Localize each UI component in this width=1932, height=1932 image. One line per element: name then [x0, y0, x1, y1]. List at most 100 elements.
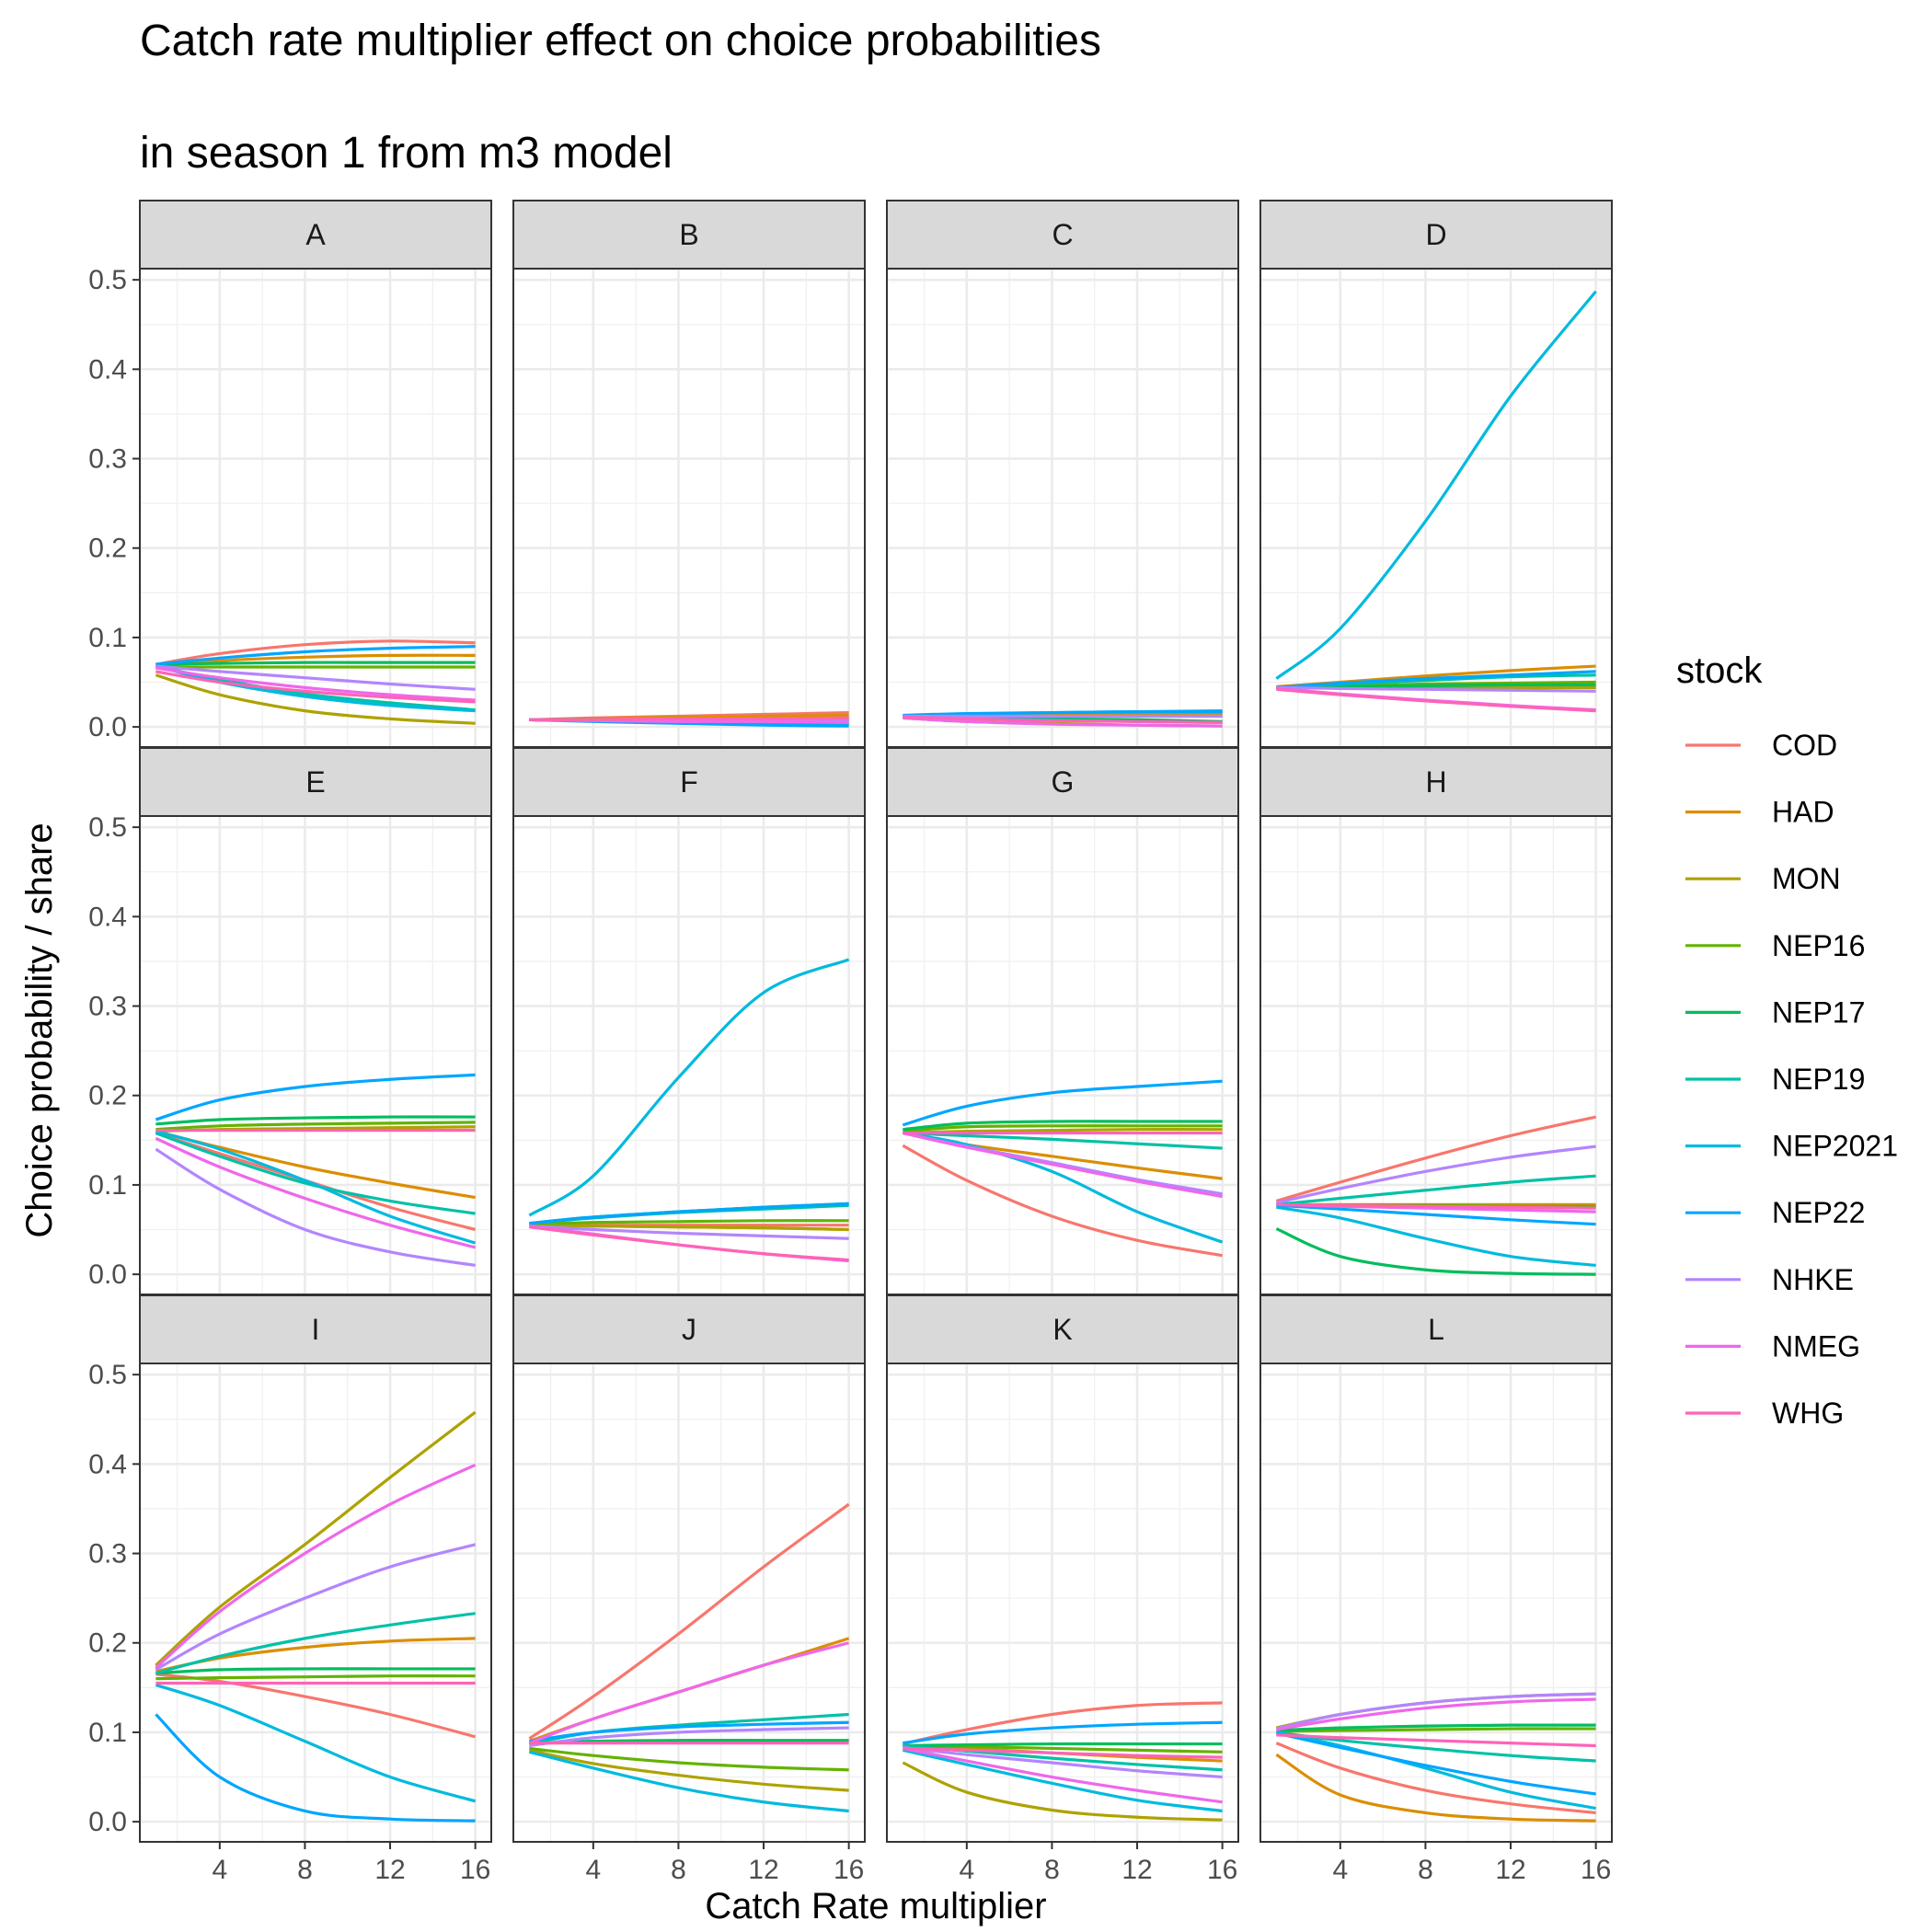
series-line-nep22 [902, 1079, 1223, 1127]
legend-item-cod: COD [1685, 729, 1837, 762]
legend-item-nep16: NEP16 [1685, 929, 1865, 962]
series-lines [155, 639, 476, 725]
x-axis-title: Catch Rate multiplier [705, 1886, 1046, 1926]
series-line-nep22 [529, 1720, 849, 1743]
facet-strip [1259, 1294, 1613, 1364]
x-tick-label: 16 [460, 1855, 490, 1885]
facet-strip [139, 1294, 492, 1364]
series-lines [1275, 1692, 1596, 1823]
series-line-mon [529, 1224, 849, 1232]
series-lines [529, 710, 849, 728]
series-lines [528, 1502, 850, 1813]
legend: stock COD HAD MON NEP16 NEP17 NEP19 NEP2021 NEP… [1676, 650, 1898, 1430]
series-lines [528, 958, 850, 1263]
series-line-nep2021 [1275, 290, 1597, 680]
series-line-cod [1275, 1742, 1596, 1815]
series-line-nmeg [903, 716, 1223, 728]
facet-strip [512, 747, 866, 817]
panel-background [140, 1363, 491, 1842]
facet-strip [886, 200, 1239, 270]
x-tick-label: 12 [748, 1855, 778, 1885]
series-line-nep17 [155, 1667, 476, 1675]
legend-label: COD [1772, 729, 1837, 762]
panel-background [887, 1363, 1238, 1842]
y-tick-label: 0.3 [88, 1539, 127, 1570]
series-line-nep19 [903, 1131, 1223, 1150]
facet-strip-label: L [1428, 1313, 1444, 1346]
series-line-nep17 [155, 1115, 476, 1126]
facet-strip [512, 200, 866, 270]
series-line-nep19 [155, 1132, 476, 1215]
facet-strip [886, 1294, 1239, 1364]
x-tick-label: 12 [1121, 1855, 1152, 1885]
facet-strip [1259, 747, 1613, 817]
y-tick-label: 0.5 [88, 265, 127, 295]
x-tick-label: 4 [212, 1855, 227, 1885]
x-tick-label: 4 [585, 1855, 601, 1885]
facet-strip-label: K [1052, 1313, 1072, 1346]
chart-title-line2: in season 1 from m3 model [140, 129, 673, 178]
series-line-nhke [1276, 685, 1596, 693]
legend-item-nep22: NEP22 [1685, 1196, 1865, 1229]
gridlines [513, 269, 865, 747]
gridlines [1260, 1363, 1612, 1842]
series-line-nhke [903, 1745, 1223, 1779]
legend-item-nep2021: NEP2021 [1685, 1130, 1898, 1163]
facet-strip-label: C [1052, 218, 1073, 251]
series-line-cod [903, 1701, 1223, 1746]
panel-background [513, 269, 865, 747]
x-tick-label: 16 [834, 1855, 864, 1885]
gridlines [513, 1363, 865, 1842]
series-line-nep22 [1276, 1731, 1596, 1796]
series-line-whg [529, 716, 849, 722]
y-tick-label: 0.1 [88, 1170, 127, 1201]
legend-label: NEP22 [1772, 1196, 1865, 1229]
legend-item-nmeg: NMEG [1685, 1329, 1860, 1363]
series-lines [1275, 290, 1597, 713]
series-line-whg [1276, 1733, 1596, 1748]
series-line-nep2021 [155, 1130, 477, 1245]
legend-label: NHKE [1772, 1263, 1854, 1296]
legend-item-mon: MON [1685, 862, 1841, 895]
series-line-nep19 [1276, 1174, 1596, 1206]
series-line-nhke [155, 664, 476, 691]
y-tick-label: 0.2 [88, 534, 127, 564]
series-line-nmeg [903, 1746, 1223, 1804]
series-lines [155, 1410, 477, 1823]
facet-strip [139, 747, 492, 817]
series-line-nmeg [528, 1641, 850, 1745]
legend-label: HAD [1772, 796, 1834, 829]
facet-strip [886, 747, 1239, 817]
y-axis-title: Choice probability / share [19, 822, 60, 1237]
series-line-whg [529, 1225, 849, 1262]
gridlines [140, 1363, 491, 1842]
y-tick-label: 0.3 [88, 992, 127, 1022]
facet-strip-label: I [312, 1313, 320, 1346]
series-line-nep22 [155, 645, 476, 666]
series-line-nep22 [529, 1202, 849, 1225]
legend-label: MON [1772, 862, 1841, 895]
series-line-nep17 [903, 1120, 1223, 1132]
series-line-nep17 [155, 661, 476, 666]
series-line-nmeg [155, 666, 476, 702]
gridlines [140, 816, 491, 1294]
panel-background [887, 269, 1238, 747]
x-tick-label: 4 [959, 1855, 974, 1885]
series-lines [902, 1079, 1224, 1258]
series-line-mon [155, 1410, 477, 1667]
facet-panel-c: C [886, 200, 1239, 748]
facet-panel-l: L 4 8 12 16 [1259, 1294, 1613, 1885]
facet-panel-b: B [512, 200, 866, 748]
series-line-nep16 [903, 1124, 1223, 1133]
series-line-mon [902, 1761, 1223, 1822]
series-line-cod [528, 1502, 850, 1741]
series-lines [155, 1073, 477, 1267]
series-lines [903, 709, 1223, 728]
series-line-nmeg [155, 1136, 477, 1249]
facet-panel-k: K 4 8 12 16 [886, 1294, 1239, 1885]
panel-border [1259, 1363, 1613, 1843]
gridlines [513, 816, 865, 1294]
facet-panel-g: G [886, 747, 1239, 1295]
series-line-nep22 [155, 1073, 476, 1121]
legend-item-nep19: NEP19 [1685, 1063, 1865, 1096]
